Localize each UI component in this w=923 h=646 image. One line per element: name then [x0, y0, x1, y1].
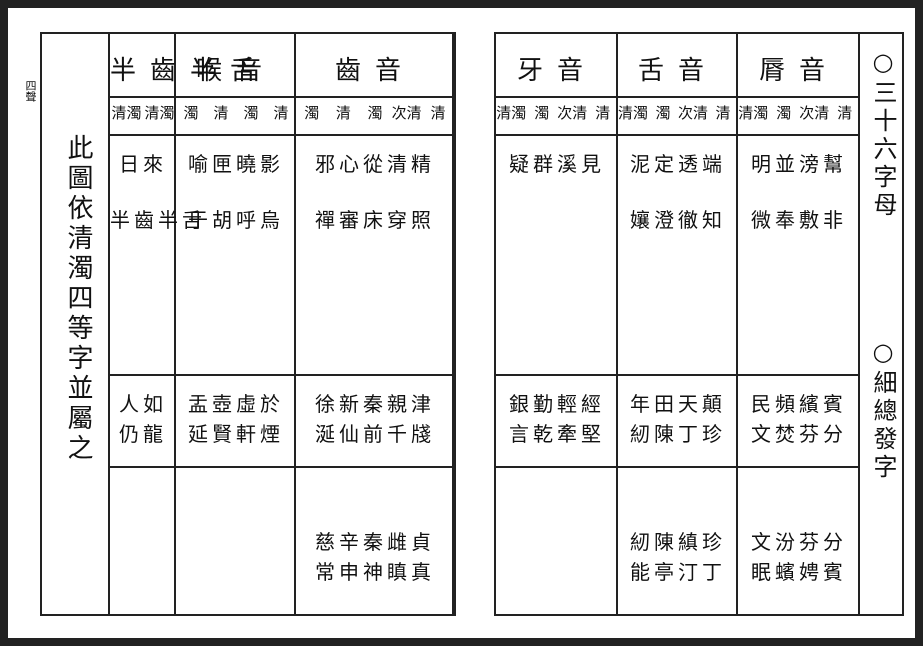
sub-label: 濁	[655, 104, 671, 122]
column	[618, 34, 738, 614]
cell-text: 涎仙前千牋	[315, 422, 435, 446]
sub-label: 清濁	[496, 104, 527, 122]
cell-text: 邪心從清精	[315, 152, 435, 176]
rule	[110, 134, 454, 136]
cell-text: 常申神瞋真	[315, 560, 435, 584]
column	[738, 34, 860, 614]
sub-label: 清	[213, 104, 229, 122]
note-column	[42, 34, 110, 614]
column	[496, 34, 618, 614]
sub-label: 清	[335, 104, 351, 122]
rule	[496, 466, 860, 468]
cell-text: 文焚芬分	[751, 422, 847, 446]
group-title: 半齒半舌	[110, 56, 271, 86]
group-title: 舌音	[637, 56, 718, 86]
cell-text: 言乾牽堅	[509, 422, 605, 446]
cell-text: 疑群溪見	[509, 152, 605, 176]
sub-label: 次清	[799, 104, 830, 122]
sub-label: 濁	[243, 104, 259, 122]
sub-label: 濁	[534, 104, 550, 122]
cell-text: 日來	[119, 152, 167, 176]
cell-text: 半齒半舌	[110, 208, 206, 232]
cell-text: 紉陳縝珍	[630, 530, 726, 554]
sub-label: 清濁	[618, 104, 649, 122]
sub-label: 清	[715, 104, 731, 122]
cell-text: 年田天顛	[630, 392, 726, 416]
column	[296, 34, 454, 614]
sub-label: 清濁	[738, 104, 769, 122]
rule	[496, 96, 860, 98]
cell-text: 仍龍	[119, 422, 167, 446]
sub-label: 濁	[304, 104, 320, 122]
cell-text: 延賢軒煙	[188, 422, 284, 446]
sub-label: 次清	[391, 104, 422, 122]
cell-text: 民頻繽賓	[751, 392, 847, 416]
cell-text: 明並滂幫	[751, 152, 847, 176]
group-title: 齒音	[334, 56, 415, 86]
cell-text: 孃澄徹知	[630, 208, 726, 232]
cell-text: 喻匣曉影	[188, 152, 284, 176]
sub-label: 濁	[367, 104, 383, 122]
cell-text: 盂壺虛於	[188, 392, 284, 416]
rule	[496, 374, 860, 376]
cell-text: 徐新秦親津	[315, 392, 435, 416]
right-page: 牙音清次清濁清濁 疑群溪見 銀勤輕經 言乾牽堅 舌音清次清濁清濁 泥定透端 孃澄徹知 年田天顛…	[494, 32, 904, 616]
left-page: 此圖依清濁四等字並屬之 半齒半舌 清濁 清濁 日來 半齒半舌 人如 仍龍 喉音清濁清濁喻匣曉影于…	[40, 32, 456, 616]
rule	[110, 466, 454, 468]
cell-text: 紉陳丁珍	[630, 422, 726, 446]
cell-text: 銀勤輕經	[509, 392, 605, 416]
sub-label: 清	[273, 104, 289, 122]
cell-text: 能亭汀丁	[630, 560, 726, 584]
cell-text: 眠蠙娉賓	[751, 560, 847, 584]
group-title: 喉音	[195, 56, 276, 86]
margin-mark: 四聲	[24, 80, 37, 102]
group-title: 牙音	[516, 56, 597, 86]
sub-label: 清	[837, 104, 853, 122]
sub-label: 清濁	[144, 104, 175, 122]
sub-label: 濁	[183, 104, 199, 122]
rule	[110, 96, 454, 98]
cell-text: 于胡呼烏	[188, 208, 284, 232]
rule	[496, 134, 860, 136]
cell-text: 人如	[119, 392, 167, 416]
note: 此圖依清濁四等字並屬之	[63, 134, 93, 464]
group-title: 脣音	[758, 56, 839, 86]
cell-text: 禪審床穿照	[315, 208, 435, 232]
sub-label: 清濁	[111, 104, 142, 122]
side-text: ○三十六字母	[869, 48, 897, 220]
sub-label: 清	[595, 104, 611, 122]
column	[176, 34, 296, 614]
side-text: ○細總發字	[869, 338, 897, 482]
sub-label: 次清	[557, 104, 588, 122]
sub-label: 濁	[776, 104, 792, 122]
column	[110, 34, 176, 614]
cell-text: 文汾芬分	[751, 530, 847, 554]
cell-text: 慈辛秦雌貞	[315, 530, 435, 554]
cell-text: 泥定透端	[630, 152, 726, 176]
cell-text: 微奉敷非	[751, 208, 847, 232]
rule	[110, 374, 454, 376]
sub-label: 清	[430, 104, 446, 122]
sub-label: 次清	[678, 104, 709, 122]
